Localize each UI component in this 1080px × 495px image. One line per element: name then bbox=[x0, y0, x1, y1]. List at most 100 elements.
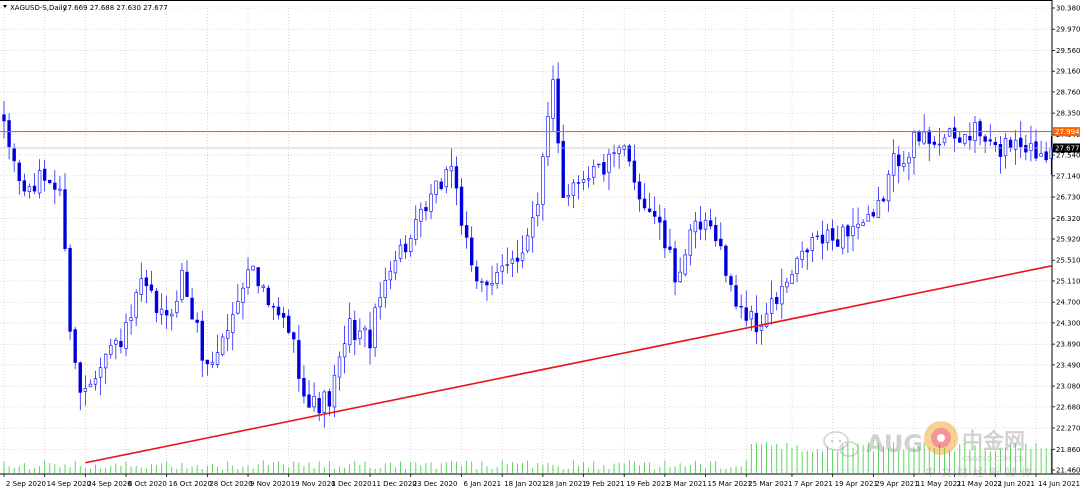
candle-body-down bbox=[668, 246, 672, 250]
candle-body-down bbox=[17, 162, 21, 182]
resistance-price-label: 27.994 bbox=[1053, 127, 1080, 137]
candle-body-up bbox=[312, 395, 316, 408]
candle bbox=[409, 234, 413, 257]
y-tick-label: 24.700 bbox=[1056, 299, 1080, 307]
candle bbox=[205, 359, 210, 376]
candle bbox=[693, 212, 698, 249]
candle bbox=[912, 130, 916, 175]
candle-body-down bbox=[459, 186, 464, 226]
candle-body-down bbox=[144, 277, 149, 287]
candle bbox=[149, 270, 154, 293]
candle-body-up bbox=[922, 131, 926, 144]
candle bbox=[327, 388, 332, 416]
candle-body-down bbox=[200, 320, 204, 361]
candle bbox=[485, 280, 489, 301]
candle bbox=[159, 293, 164, 325]
candle bbox=[32, 173, 37, 195]
candle bbox=[358, 318, 362, 346]
current-price-label-bg bbox=[1053, 143, 1080, 153]
candle bbox=[597, 163, 601, 168]
candle-body-up bbox=[907, 156, 911, 164]
candle bbox=[546, 102, 550, 166]
candle-body-down bbox=[195, 319, 199, 323]
candle bbox=[1003, 133, 1008, 169]
candle-body-up bbox=[963, 134, 967, 144]
support-trendline[interactable] bbox=[85, 265, 1052, 464]
candle bbox=[251, 265, 255, 271]
candle-body-up bbox=[571, 182, 576, 196]
candle bbox=[353, 310, 357, 356]
candle bbox=[714, 217, 718, 247]
candle bbox=[170, 308, 174, 331]
candle bbox=[942, 133, 947, 146]
candle bbox=[754, 295, 759, 345]
candle-body-up bbox=[109, 345, 113, 355]
candle bbox=[520, 235, 525, 268]
y-tick-label: 23.890 bbox=[1056, 341, 1080, 349]
candle bbox=[347, 302, 352, 353]
candle bbox=[968, 122, 972, 150]
ohlc-label: 27.669 27.688 27.630 27.677 bbox=[63, 4, 168, 12]
candle-body-up bbox=[693, 220, 698, 233]
candle-body-up bbox=[373, 307, 377, 348]
candle bbox=[958, 131, 962, 144]
candle-body-up bbox=[58, 188, 62, 191]
candle-body-up bbox=[1029, 143, 1033, 151]
candle-body-up bbox=[124, 322, 128, 349]
candle bbox=[983, 134, 987, 154]
candle-body-down bbox=[734, 285, 738, 307]
candle-body-up bbox=[683, 254, 687, 275]
candle bbox=[932, 135, 937, 148]
x-tick-label: 19 Apr 2021 bbox=[835, 480, 878, 488]
candle bbox=[805, 247, 809, 270]
candle-body-up bbox=[810, 237, 815, 251]
candle-body-up bbox=[261, 285, 265, 288]
candle bbox=[632, 144, 637, 191]
candles bbox=[2, 62, 1053, 428]
candle-body-up bbox=[398, 244, 403, 259]
candle bbox=[103, 353, 108, 385]
candle-body-up bbox=[409, 238, 413, 252]
y-tick-label: 22.270 bbox=[1056, 425, 1080, 433]
candle bbox=[846, 224, 850, 253]
candle-body-down bbox=[983, 136, 987, 142]
x-tick-label: 25 Mar 2021 bbox=[748, 480, 792, 488]
candle-body-down bbox=[42, 168, 47, 181]
candle bbox=[256, 267, 260, 294]
candle-body-down bbox=[185, 271, 189, 297]
candle bbox=[703, 212, 708, 241]
y-tick-label: 26.320 bbox=[1056, 215, 1080, 223]
candle-body-down bbox=[73, 329, 77, 363]
candle-body-up bbox=[27, 186, 32, 192]
candle-body-up bbox=[480, 281, 484, 283]
dropdown-arrow-icon[interactable] bbox=[3, 5, 7, 8]
candle-body-up bbox=[251, 265, 255, 271]
x-tick-label: 6 Oct 2020 bbox=[128, 480, 167, 488]
candle-body-down bbox=[647, 208, 652, 212]
candle bbox=[576, 175, 581, 200]
candle-body-down bbox=[952, 127, 957, 139]
x-tick-label: 9 Feb 2021 bbox=[586, 480, 625, 488]
watermark-brand-latin: AUG bbox=[866, 430, 923, 458]
candle-body-down bbox=[317, 398, 321, 414]
resistance-label-bg bbox=[1053, 127, 1080, 137]
candle bbox=[119, 328, 123, 354]
candle bbox=[215, 334, 220, 368]
candle bbox=[403, 235, 408, 259]
candle-body-down bbox=[932, 141, 937, 145]
x-tick-label: 3 Mar 2021 bbox=[667, 480, 707, 488]
candle bbox=[73, 326, 77, 370]
current-price-label: 27.677 bbox=[1053, 143, 1080, 153]
current-price-label-text: 27.677 bbox=[1055, 144, 1080, 152]
candle-body-up bbox=[912, 132, 916, 158]
candle-body-down bbox=[485, 281, 489, 286]
candle bbox=[342, 325, 347, 374]
candle bbox=[22, 173, 27, 197]
candle bbox=[586, 166, 591, 189]
candle-body-down bbox=[719, 238, 723, 247]
candle-body-down bbox=[820, 234, 825, 244]
candle-body-down bbox=[561, 140, 565, 198]
candle bbox=[815, 231, 820, 241]
candle bbox=[617, 144, 621, 169]
